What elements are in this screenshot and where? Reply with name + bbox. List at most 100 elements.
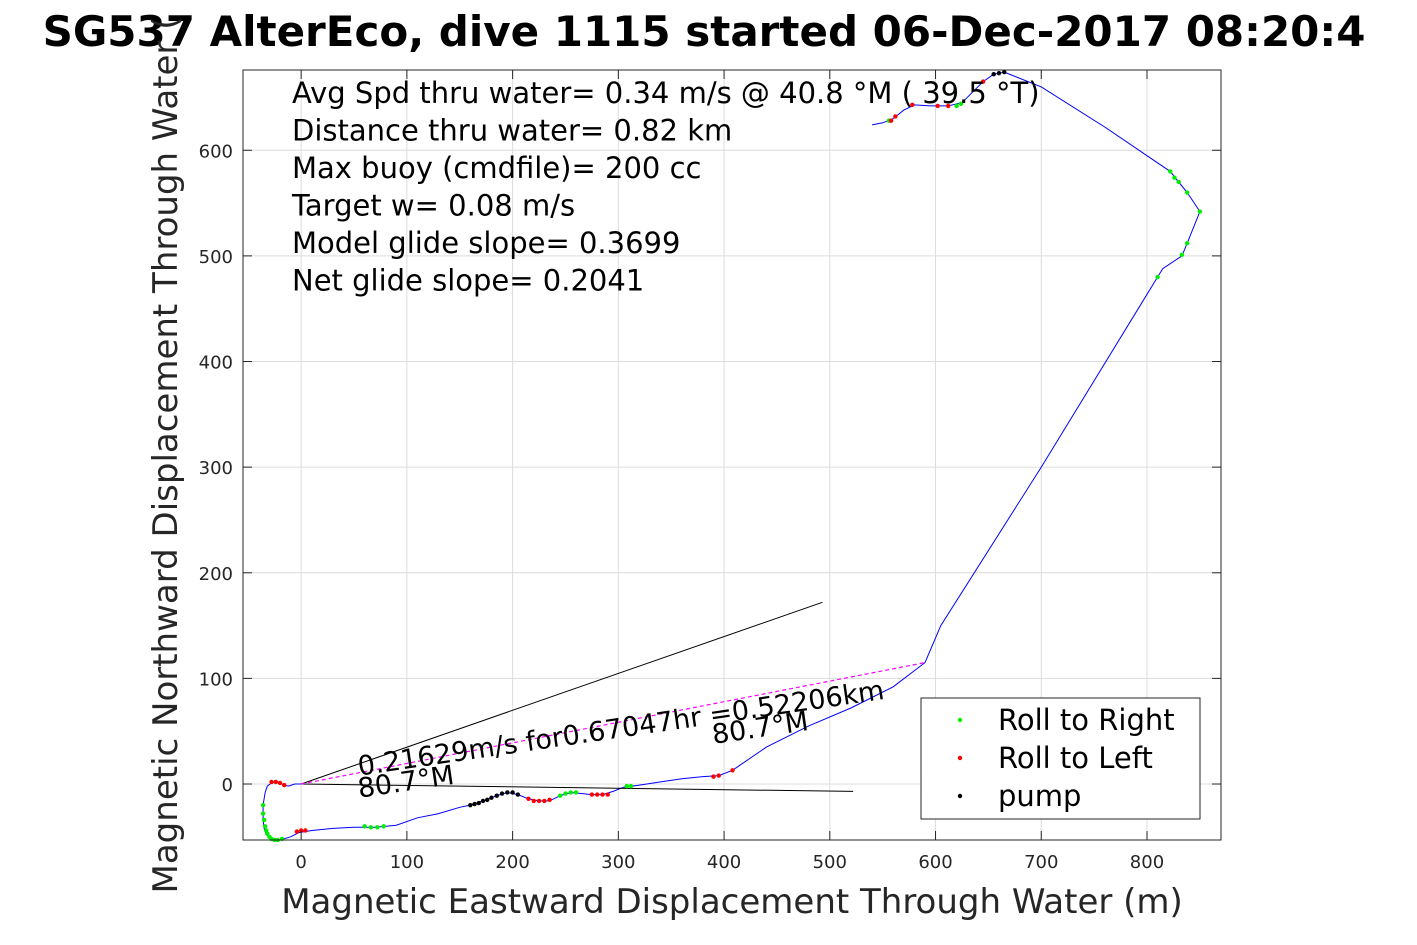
x-tick-label: 500 (813, 852, 847, 873)
data-point (485, 797, 490, 803)
data-point (935, 103, 940, 109)
y-axis-label: Magnetic Northward Displacement Through … (146, 17, 186, 894)
data-point (716, 773, 721, 778)
axes-box (242, 69, 1222, 841)
data-point (1184, 241, 1190, 246)
legend: Roll to Right Roll to Left pump (920, 697, 1201, 820)
x-tick-label: 700 (1024, 852, 1058, 873)
data-point (375, 825, 380, 830)
x-tick-label: 0 (295, 852, 306, 873)
stat-line: Distance thru water= 0.82 km (292, 114, 732, 148)
data-point (489, 795, 494, 800)
data-point (260, 811, 266, 816)
x-tick-label: 100 (390, 852, 424, 873)
legend-entry: Roll to Left (998, 741, 1153, 775)
series-3 (301, 662, 926, 785)
data-point (526, 796, 531, 802)
data-point (265, 831, 270, 836)
x-tick-label: 200 (495, 852, 529, 873)
y-tick-label: 0 (222, 775, 233, 796)
data-point (472, 801, 477, 807)
data-point (480, 798, 486, 804)
data-point (294, 829, 300, 834)
data-point (515, 792, 521, 797)
stat-line: Net glide slope= 0.2041 (292, 264, 644, 298)
series-line (301, 601, 823, 785)
data-point (536, 798, 542, 804)
series-line (301, 662, 926, 785)
stat-line: Model glide slope= 0.3699 (292, 226, 680, 260)
data-point (381, 824, 386, 829)
data-point (594, 792, 600, 797)
data-point (568, 790, 573, 795)
data-point (260, 802, 266, 808)
y-tick-label: 500 (199, 247, 233, 268)
stats-block: Avg Spd thru water= 0.34 m/s @ 40.8 °M (… (291, 76, 1040, 298)
data-point (494, 793, 499, 798)
data-point (476, 800, 481, 806)
data-point (273, 779, 278, 785)
data-point (1179, 252, 1185, 258)
data-point (1176, 179, 1181, 185)
x-tick-label: 400 (707, 852, 741, 873)
data-point (468, 802, 473, 808)
x-tick-label: 800 (1130, 852, 1164, 873)
legend-entry: pump (998, 779, 1081, 813)
x-axis-label: Magnetic Eastward Displacement Through W… (281, 882, 1183, 922)
data-point (954, 103, 959, 109)
data-point (499, 791, 505, 796)
series-6 (468, 69, 1007, 808)
data-point (531, 798, 536, 804)
data-point (1168, 169, 1173, 174)
data-point (557, 793, 563, 798)
data-point (542, 798, 547, 804)
data-point (1002, 69, 1007, 75)
x-tick-label: 600 (918, 852, 952, 873)
data-point (573, 790, 579, 795)
data-point (910, 102, 915, 108)
data-point (730, 768, 735, 773)
data-point (505, 790, 510, 795)
series-1 (301, 601, 823, 785)
data-point (547, 797, 552, 803)
data-point (362, 824, 367, 829)
data-point (980, 79, 986, 84)
data-point (1197, 209, 1203, 214)
y-tick-label: 300 (199, 458, 233, 479)
data-point (277, 780, 283, 786)
data-point (888, 118, 894, 123)
data-point (269, 779, 274, 785)
data-point (946, 103, 951, 109)
y-tick-label: 400 (199, 353, 233, 374)
legend-marker (957, 755, 963, 761)
stat-line: Avg Spd thru water= 0.34 m/s @ 40.8 °M (… (292, 76, 1040, 110)
data-point (605, 792, 610, 797)
data-point (510, 790, 515, 795)
chart-title: SG537 AlterEco, dive 1115 started 06-Dec… (43, 7, 1366, 56)
legend-entry: Roll to Right (998, 703, 1175, 737)
data-point (282, 782, 287, 788)
tick-labels: 0 100 200 300 400 500 600 700 800 0 100 200 300 400 50… (199, 141, 1165, 873)
data-point (624, 783, 629, 789)
data-point (893, 114, 898, 119)
data-point (261, 817, 267, 823)
stat-line: Max buoy (cmdfile)= 200 cc (292, 151, 701, 185)
series-2 (301, 783, 854, 792)
axes-frame (242, 69, 1222, 841)
x-tick-label: 300 (601, 852, 635, 873)
series-line (301, 783, 854, 792)
legend-box (920, 697, 1201, 820)
data-point (368, 825, 374, 830)
series-layer (260, 69, 1203, 843)
data-point (1155, 274, 1160, 280)
data-point (298, 828, 304, 833)
data-point (1172, 175, 1177, 180)
data-point (711, 774, 716, 779)
y-tick-label: 200 (199, 564, 233, 585)
data-point (600, 792, 605, 797)
legend-marker (957, 793, 963, 799)
data-point (263, 824, 268, 829)
data-point (589, 792, 595, 797)
y-tick-label: 100 (199, 669, 233, 690)
